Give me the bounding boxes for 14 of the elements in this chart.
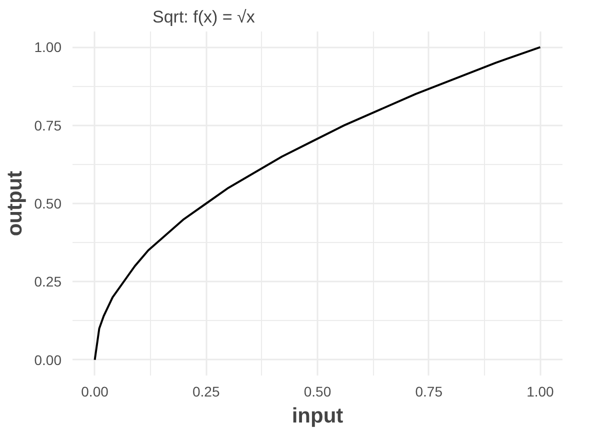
- x-tick-label: 1.00: [526, 384, 554, 400]
- y-tick-label: 1.00: [34, 39, 62, 56]
- x-tick-label: 0.25: [192, 384, 220, 400]
- x-axis-title: input: [292, 404, 344, 428]
- line-series: [94, 46, 542, 361]
- x-tick-label: 0.50: [304, 384, 332, 400]
- chart-title: Sqrt: f(x) = √x: [152, 8, 256, 26]
- x-tick-label: 0.75: [415, 384, 443, 400]
- x-tick-label: 0.00: [81, 384, 109, 400]
- y-tick-label: 0.75: [34, 117, 62, 134]
- y-tick-label: 0.25: [34, 274, 62, 290]
- y-tick-label: 0.00: [34, 352, 62, 368]
- y-axis-title: output: [3, 170, 26, 236]
- y-tick-label: 0.50: [34, 196, 62, 212]
